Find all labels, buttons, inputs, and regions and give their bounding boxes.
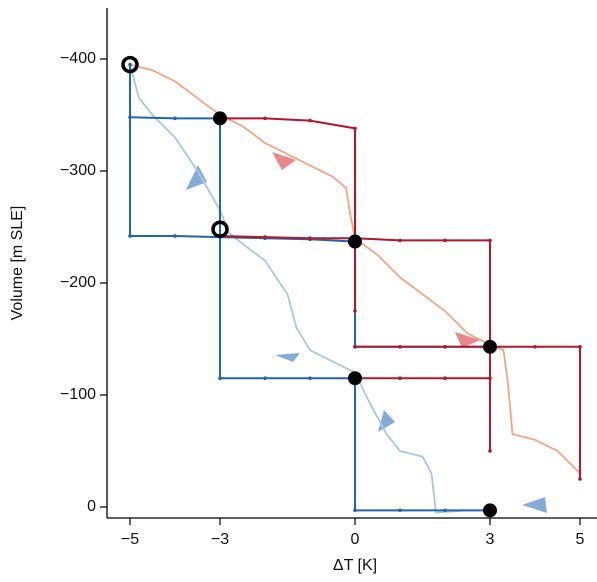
y-tick-label: −100 <box>60 386 96 403</box>
arrow <box>378 410 395 432</box>
point <box>308 376 312 381</box>
point <box>173 234 177 238</box>
point <box>128 234 132 238</box>
y-axis-label: Volume [m SLE] <box>9 206 26 321</box>
equilibrium-marker <box>348 371 362 386</box>
point <box>308 236 312 240</box>
x-tick-label: −5 <box>121 531 139 548</box>
x-tick-label: 3 <box>486 531 495 548</box>
point <box>263 235 267 239</box>
point <box>578 345 582 349</box>
arrow <box>455 332 480 348</box>
arrow <box>186 165 207 190</box>
arrows <box>186 152 547 513</box>
point <box>353 508 357 513</box>
point <box>443 508 447 513</box>
equilibrium-marker <box>483 339 497 354</box>
point <box>128 115 132 120</box>
equilibrium-marker <box>213 111 227 126</box>
plot <box>121 55 582 518</box>
y-tick-label: −300 <box>60 162 96 179</box>
point <box>398 238 402 243</box>
point <box>353 345 357 349</box>
point <box>398 508 402 513</box>
y-tick-label: −400 <box>60 50 96 67</box>
equilibrium-marker <box>211 220 229 238</box>
arrow <box>522 497 547 513</box>
point <box>443 376 447 381</box>
x-tick-label: 5 <box>576 531 585 548</box>
point <box>128 62 132 67</box>
point <box>398 376 402 381</box>
point <box>443 238 447 243</box>
point <box>173 116 177 121</box>
point <box>308 118 312 123</box>
point <box>533 345 537 349</box>
point <box>488 449 492 453</box>
point <box>488 238 492 243</box>
y-tick-label: 0 <box>87 498 96 515</box>
point <box>578 477 582 481</box>
point <box>443 345 447 349</box>
point <box>488 376 492 381</box>
equilibrium-marker <box>483 503 497 518</box>
x-axis-label: ΔT [K] <box>333 557 377 574</box>
series-line <box>129 64 490 512</box>
point <box>353 126 357 131</box>
x-tick-label: 0 <box>351 531 360 548</box>
point <box>398 345 402 349</box>
equilibrium-marker <box>348 234 362 249</box>
point <box>218 376 222 381</box>
series-line <box>219 117 581 479</box>
equilibrium-marker <box>121 55 139 74</box>
point <box>263 376 267 381</box>
point <box>263 116 267 121</box>
point <box>353 309 357 313</box>
y-tick-label: −200 <box>60 274 96 291</box>
arrow <box>275 353 300 362</box>
x-tick-label: −3 <box>211 531 229 548</box>
arrow <box>272 152 296 170</box>
series-line <box>129 64 490 514</box>
